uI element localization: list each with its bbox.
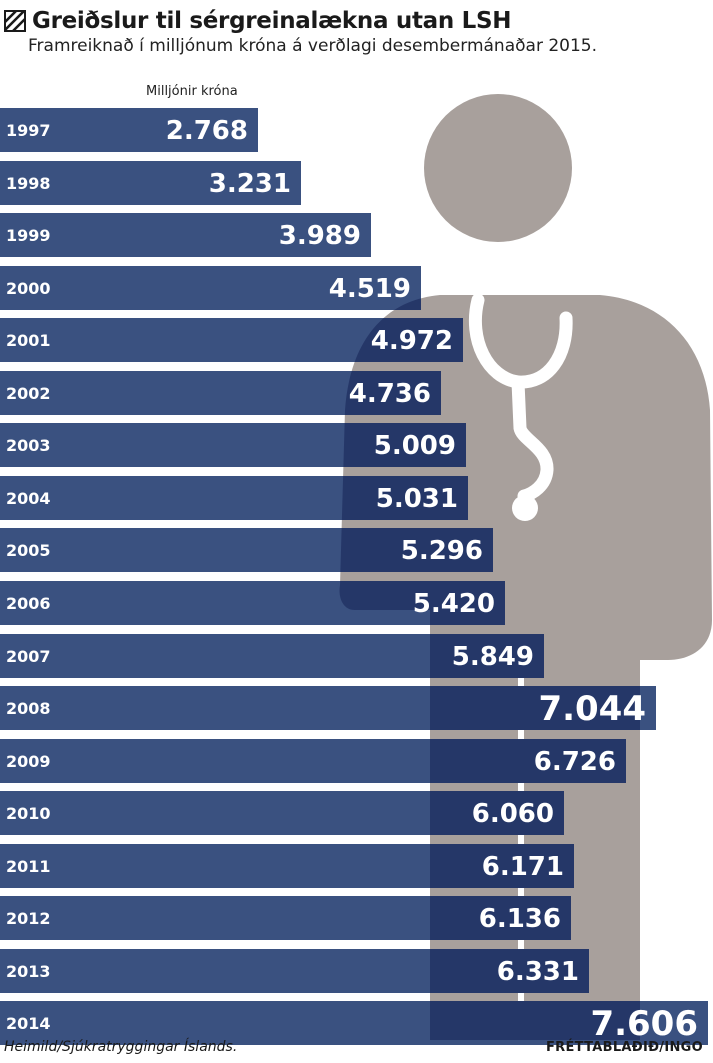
- value-label-2002: 4.736: [349, 379, 431, 409]
- bar-2000: [0, 266, 421, 310]
- value-label-2011: 6.171: [482, 852, 564, 882]
- value-label-2003: 5.009: [374, 431, 456, 461]
- year-label-1998: 1998: [6, 174, 51, 193]
- value-label-2001: 4.972: [371, 326, 453, 356]
- value-label-2007: 5.849: [452, 642, 534, 672]
- value-label-2005: 5.296: [401, 536, 483, 566]
- hatched-square-icon: [4, 10, 26, 32]
- year-label-2001: 2001: [6, 331, 51, 350]
- value-label-2013: 6.331: [497, 957, 579, 987]
- value-label-2008: 7.044: [538, 689, 646, 729]
- bar-1997: [0, 108, 258, 152]
- year-label-1997: 1997: [6, 121, 51, 140]
- year-label-2012: 2012: [6, 909, 51, 928]
- year-label-2010: 2010: [6, 804, 51, 823]
- year-label-2014: 2014: [6, 1014, 51, 1033]
- year-label-2002: 2002: [6, 384, 51, 403]
- value-label-2014: 7.606: [590, 1004, 698, 1044]
- chart-subtitle: Framreiknað í milljónum króna á verðlagi…: [28, 36, 598, 56]
- year-label-2005: 2005: [6, 541, 51, 560]
- bar-overlay-2005: [339, 528, 493, 572]
- year-label-2004: 2004: [6, 489, 51, 508]
- value-label-1999: 3.989: [279, 221, 361, 251]
- year-label-2009: 2009: [6, 752, 51, 771]
- value-label-2004: 5.031: [376, 484, 458, 514]
- chart-title: Greiðslur til sérgreinalækna utan LSH: [32, 8, 512, 34]
- title-block: Greiðslur til sérgreinalækna utan LSH: [4, 4, 709, 38]
- year-label-2011: 2011: [6, 857, 51, 876]
- bar-overlay-2002: [339, 371, 441, 415]
- year-label-2006: 2006: [6, 594, 51, 613]
- stethoscope-icon: [468, 293, 573, 521]
- value-label-2000: 4.519: [329, 274, 411, 304]
- year-label-2008: 2008: [6, 699, 51, 718]
- unit-label: Milljónir króna: [146, 84, 238, 99]
- value-label-2012: 6.136: [479, 904, 561, 934]
- bar-overlay-2003: [339, 423, 466, 467]
- year-label-2013: 2013: [6, 962, 51, 981]
- bar-1998: [0, 161, 301, 205]
- labels-layer: 1997 2.768 1998 3.231 1999 3.989 2000 4.519 2001…: [6, 116, 698, 1044]
- value-label-2009: 6.726: [534, 747, 616, 777]
- year-label-2003: 2003: [6, 436, 51, 455]
- credit-note: FRÉTTABLAÐIÐ/INGO: [545, 1040, 703, 1055]
- bar-overlay-2004: [339, 476, 468, 520]
- year-label-1999: 1999: [6, 226, 51, 245]
- value-label-2006: 5.420: [413, 589, 495, 619]
- value-label-2010: 6.060: [472, 799, 554, 829]
- year-label-2007: 2007: [6, 647, 51, 666]
- source-note: Heimild/Sjúkratryggingar Íslands.: [4, 1039, 238, 1055]
- value-label-1997: 2.768: [166, 116, 248, 146]
- year-label-2000: 2000: [6, 279, 51, 298]
- bar-1999: [0, 213, 371, 257]
- value-label-1998: 3.231: [209, 169, 291, 199]
